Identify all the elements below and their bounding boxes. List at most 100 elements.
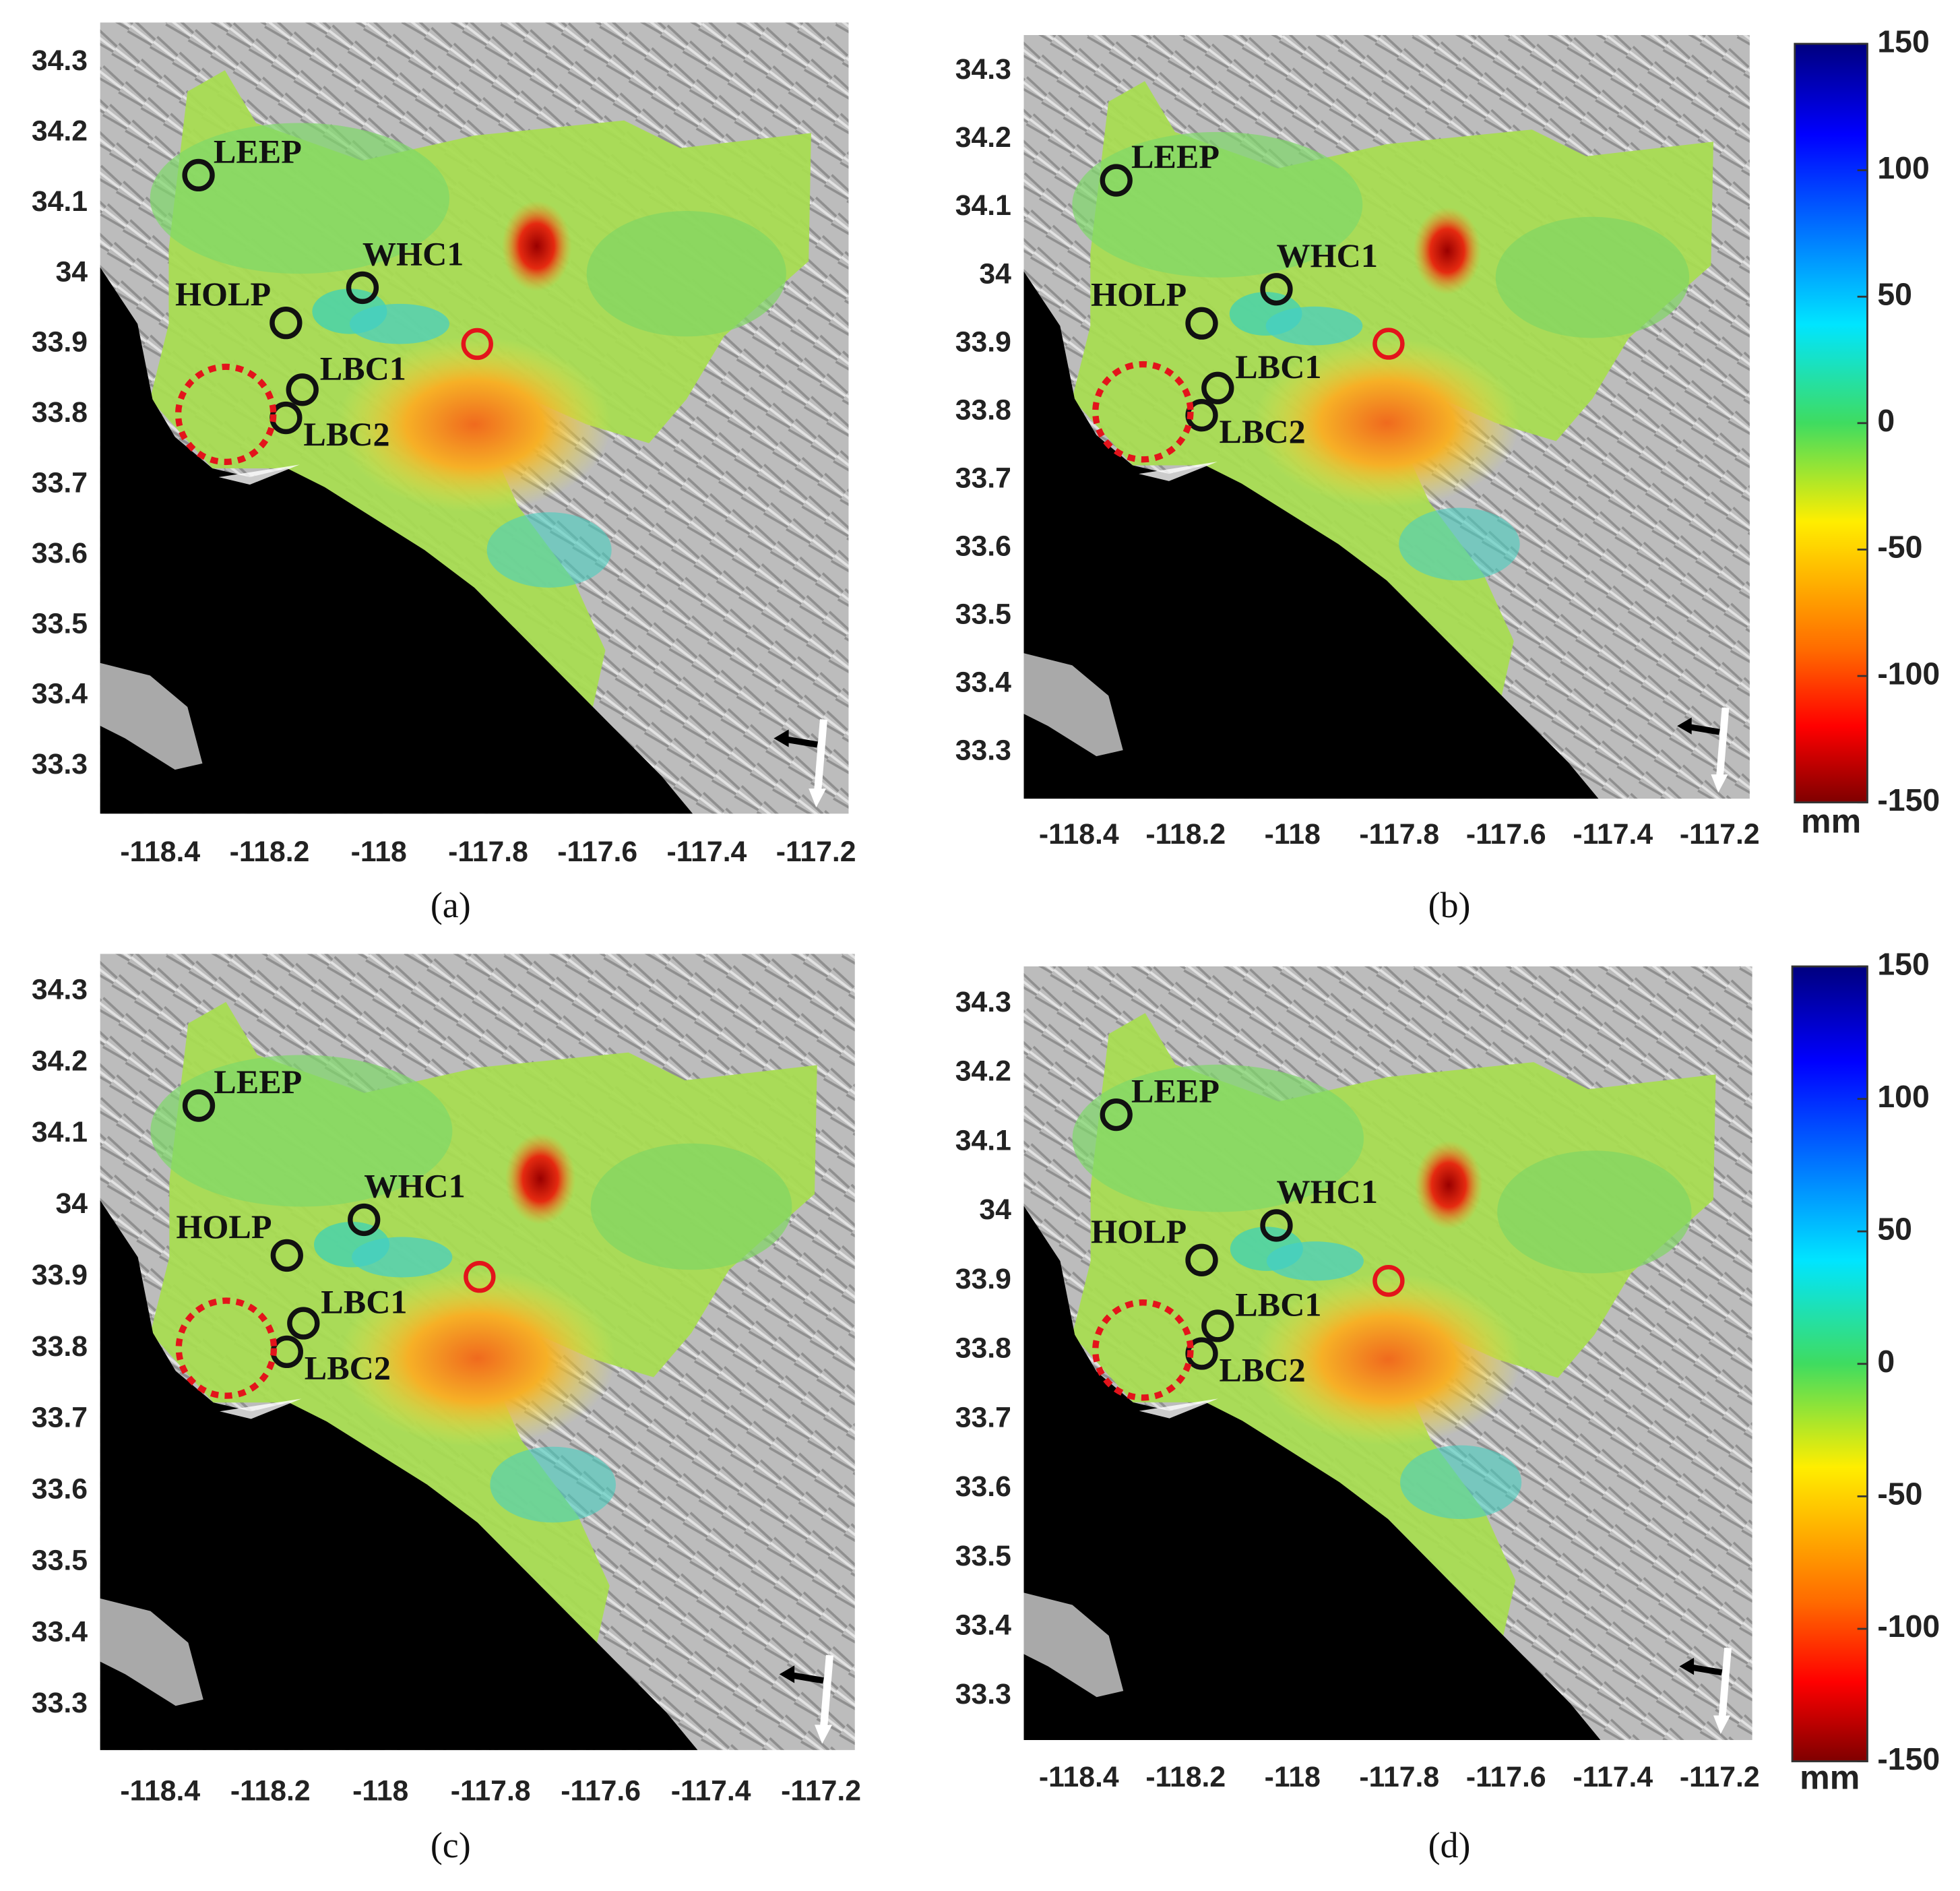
station-label: HOLP bbox=[175, 275, 271, 313]
y-tick-label: 34.2 bbox=[955, 121, 1011, 154]
station-label: LBC1 bbox=[320, 349, 406, 387]
y-tick-label: 33.3 bbox=[32, 748, 88, 780]
x-tick-label: -118 bbox=[1265, 1761, 1321, 1793]
x-tick-label: -117.4 bbox=[667, 836, 747, 868]
station-label: WHC1 bbox=[362, 235, 464, 273]
target-marker bbox=[1372, 328, 1405, 360]
y-tick-label: 33.8 bbox=[32, 1330, 88, 1363]
station-marker bbox=[1185, 1243, 1218, 1276]
x-tick-label: -118 bbox=[1265, 818, 1321, 850]
station-marker bbox=[1260, 273, 1293, 306]
x-tick-label: -118.2 bbox=[230, 1774, 311, 1807]
station-label: LBC2 bbox=[305, 1349, 391, 1387]
colorbar-tick-label: -150 bbox=[1877, 782, 1940, 817]
x-tick-label: -118.4 bbox=[120, 1774, 200, 1807]
x-tick-label: -117.2 bbox=[1680, 1761, 1760, 1793]
x-tick-label: -117.2 bbox=[1680, 818, 1760, 850]
x-tick-label: -117.6 bbox=[557, 836, 637, 868]
colorbar-tick-label: 50 bbox=[1877, 1211, 1912, 1246]
harbor-zone bbox=[1092, 361, 1194, 463]
station-label: LEEP bbox=[1131, 137, 1220, 175]
station-marker bbox=[270, 306, 303, 340]
y-tick-label: 33.6 bbox=[32, 537, 88, 569]
colorbar-tick-label: -150 bbox=[1877, 1741, 1940, 1776]
map-image bbox=[100, 22, 849, 813]
y-tick-label: 33.3 bbox=[955, 735, 1011, 767]
station-label: LBC1 bbox=[1235, 1286, 1321, 1324]
y-tick-label: 34 bbox=[979, 1194, 1011, 1226]
x-tick-label: -117.2 bbox=[776, 836, 856, 868]
x-tick-label: -117.4 bbox=[1573, 1761, 1653, 1793]
station-marker bbox=[1185, 307, 1218, 340]
station-marker bbox=[286, 373, 319, 406]
y-tick-label: 33.8 bbox=[955, 394, 1011, 426]
y-tick-label: 34.1 bbox=[32, 185, 88, 218]
x-tick-label: -117.8 bbox=[1359, 1761, 1439, 1793]
y-tick-label: 33.5 bbox=[955, 1540, 1011, 1572]
station-marker bbox=[1100, 1098, 1133, 1132]
y-tick-label: 33.9 bbox=[32, 1259, 88, 1291]
colorbar bbox=[1791, 965, 1868, 1762]
station-label: WHC1 bbox=[1276, 1173, 1377, 1210]
panel-label: (d) bbox=[1428, 1825, 1471, 1865]
colorbar-unit: mm bbox=[1801, 803, 1861, 840]
y-tick-label: 34.2 bbox=[32, 1045, 88, 1077]
x-tick-label: -117.4 bbox=[671, 1774, 751, 1807]
station-marker bbox=[182, 158, 215, 192]
y-tick-label: 34.3 bbox=[32, 973, 88, 1005]
station-label: WHC1 bbox=[1276, 237, 1377, 274]
y-tick-label: 33.4 bbox=[32, 1615, 88, 1648]
colorbar-tick-label: 0 bbox=[1877, 403, 1895, 438]
station-label: WHC1 bbox=[364, 1167, 465, 1205]
colorbar-unit: mm bbox=[1800, 1759, 1860, 1797]
y-tick-label: 34 bbox=[56, 255, 88, 288]
y-tick-label: 33.8 bbox=[955, 1332, 1011, 1365]
colorbar-tick-label: 150 bbox=[1877, 946, 1929, 981]
y-tick-label: 34.3 bbox=[32, 44, 88, 77]
harbor-zone bbox=[175, 1297, 278, 1399]
station-label: LBC2 bbox=[1220, 412, 1306, 450]
y-tick-label: 34.3 bbox=[955, 53, 1011, 86]
y-tick-label: 33.3 bbox=[32, 1687, 88, 1719]
y-tick-label: 34.2 bbox=[955, 1055, 1011, 1088]
x-tick-label: -118.2 bbox=[230, 836, 310, 868]
y-tick-label: 33.7 bbox=[32, 467, 88, 499]
colorbar-tick-label: 0 bbox=[1877, 1344, 1895, 1379]
harbor-zone bbox=[175, 363, 277, 466]
x-tick-label: -118 bbox=[351, 836, 407, 868]
y-tick-label: 33.7 bbox=[955, 462, 1011, 494]
panel-label: (c) bbox=[431, 1825, 471, 1865]
x-tick-label: -117.4 bbox=[1573, 818, 1653, 850]
station-marker bbox=[270, 1239, 303, 1272]
station-label: LBC2 bbox=[303, 415, 389, 453]
y-tick-label: 33.9 bbox=[955, 326, 1011, 358]
y-tick-label: 33.9 bbox=[32, 326, 88, 359]
station-marker bbox=[287, 1307, 320, 1340]
x-tick-label: -117.6 bbox=[1466, 818, 1546, 850]
station-label: LEEP bbox=[214, 132, 302, 170]
x-tick-label: -117.8 bbox=[451, 1774, 531, 1807]
colorbar-tick-label: -100 bbox=[1877, 656, 1940, 691]
harbor-zone bbox=[1092, 1299, 1194, 1401]
station-marker bbox=[1260, 1209, 1293, 1242]
station-label: LEEP bbox=[1131, 1072, 1220, 1110]
y-tick-label: 33.6 bbox=[955, 1470, 1011, 1503]
y-tick-label: 33.5 bbox=[32, 1544, 88, 1576]
target-marker bbox=[464, 1261, 496, 1293]
y-tick-label: 33.7 bbox=[32, 1402, 88, 1434]
colorbar-tick-label: 150 bbox=[1877, 24, 1929, 59]
y-tick-label: 33.6 bbox=[32, 1473, 88, 1506]
y-tick-label: 33.7 bbox=[955, 1401, 1011, 1433]
x-tick-label: -118.4 bbox=[120, 836, 200, 868]
y-tick-label: 34.3 bbox=[955, 986, 1011, 1018]
y-tick-label: 33.4 bbox=[32, 678, 88, 710]
station-marker bbox=[182, 1089, 216, 1122]
panel-label: (a) bbox=[431, 885, 471, 925]
x-tick-label: -117.8 bbox=[1359, 818, 1439, 850]
colorbar-tick-label: -50 bbox=[1877, 1477, 1922, 1512]
station-label: LBC1 bbox=[321, 1283, 407, 1321]
colorbar-tick-label: 100 bbox=[1877, 1079, 1929, 1114]
target-marker bbox=[461, 328, 493, 361]
station-label: LEEP bbox=[214, 1063, 302, 1100]
